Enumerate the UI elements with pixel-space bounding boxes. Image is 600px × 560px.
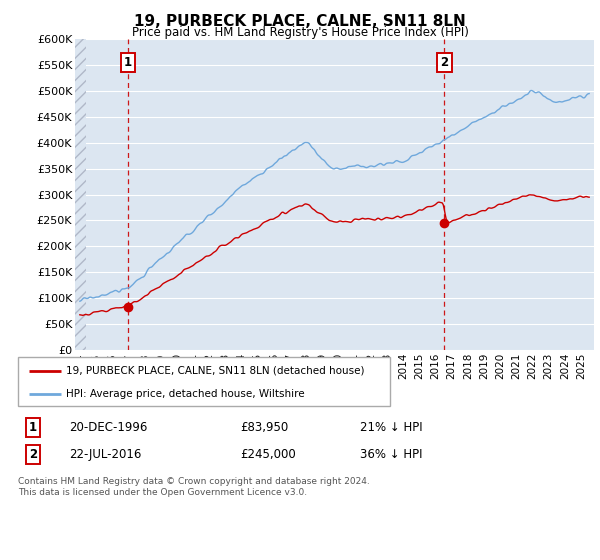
Text: 19, PURBECK PLACE, CALNE, SN11 8LN: 19, PURBECK PLACE, CALNE, SN11 8LN xyxy=(134,14,466,29)
Text: 1: 1 xyxy=(29,421,37,434)
Text: 21% ↓ HPI: 21% ↓ HPI xyxy=(360,421,422,434)
Text: Price paid vs. HM Land Registry's House Price Index (HPI): Price paid vs. HM Land Registry's House … xyxy=(131,26,469,39)
Text: 2: 2 xyxy=(29,448,37,461)
Text: Contains HM Land Registry data © Crown copyright and database right 2024.
This d: Contains HM Land Registry data © Crown c… xyxy=(18,477,370,497)
Text: 1: 1 xyxy=(124,56,132,69)
Text: 19, PURBECK PLACE, CALNE, SN11 8LN (detached house): 19, PURBECK PLACE, CALNE, SN11 8LN (deta… xyxy=(67,366,365,376)
FancyBboxPatch shape xyxy=(18,357,390,406)
Text: 36% ↓ HPI: 36% ↓ HPI xyxy=(360,448,422,461)
Text: 20-DEC-1996: 20-DEC-1996 xyxy=(69,421,148,434)
Text: £245,000: £245,000 xyxy=(240,448,296,461)
Text: 22-JUL-2016: 22-JUL-2016 xyxy=(69,448,142,461)
Text: £83,950: £83,950 xyxy=(240,421,288,434)
Bar xyxy=(75,39,86,350)
Text: 2: 2 xyxy=(440,56,449,69)
Text: HPI: Average price, detached house, Wiltshire: HPI: Average price, detached house, Wilt… xyxy=(67,389,305,399)
